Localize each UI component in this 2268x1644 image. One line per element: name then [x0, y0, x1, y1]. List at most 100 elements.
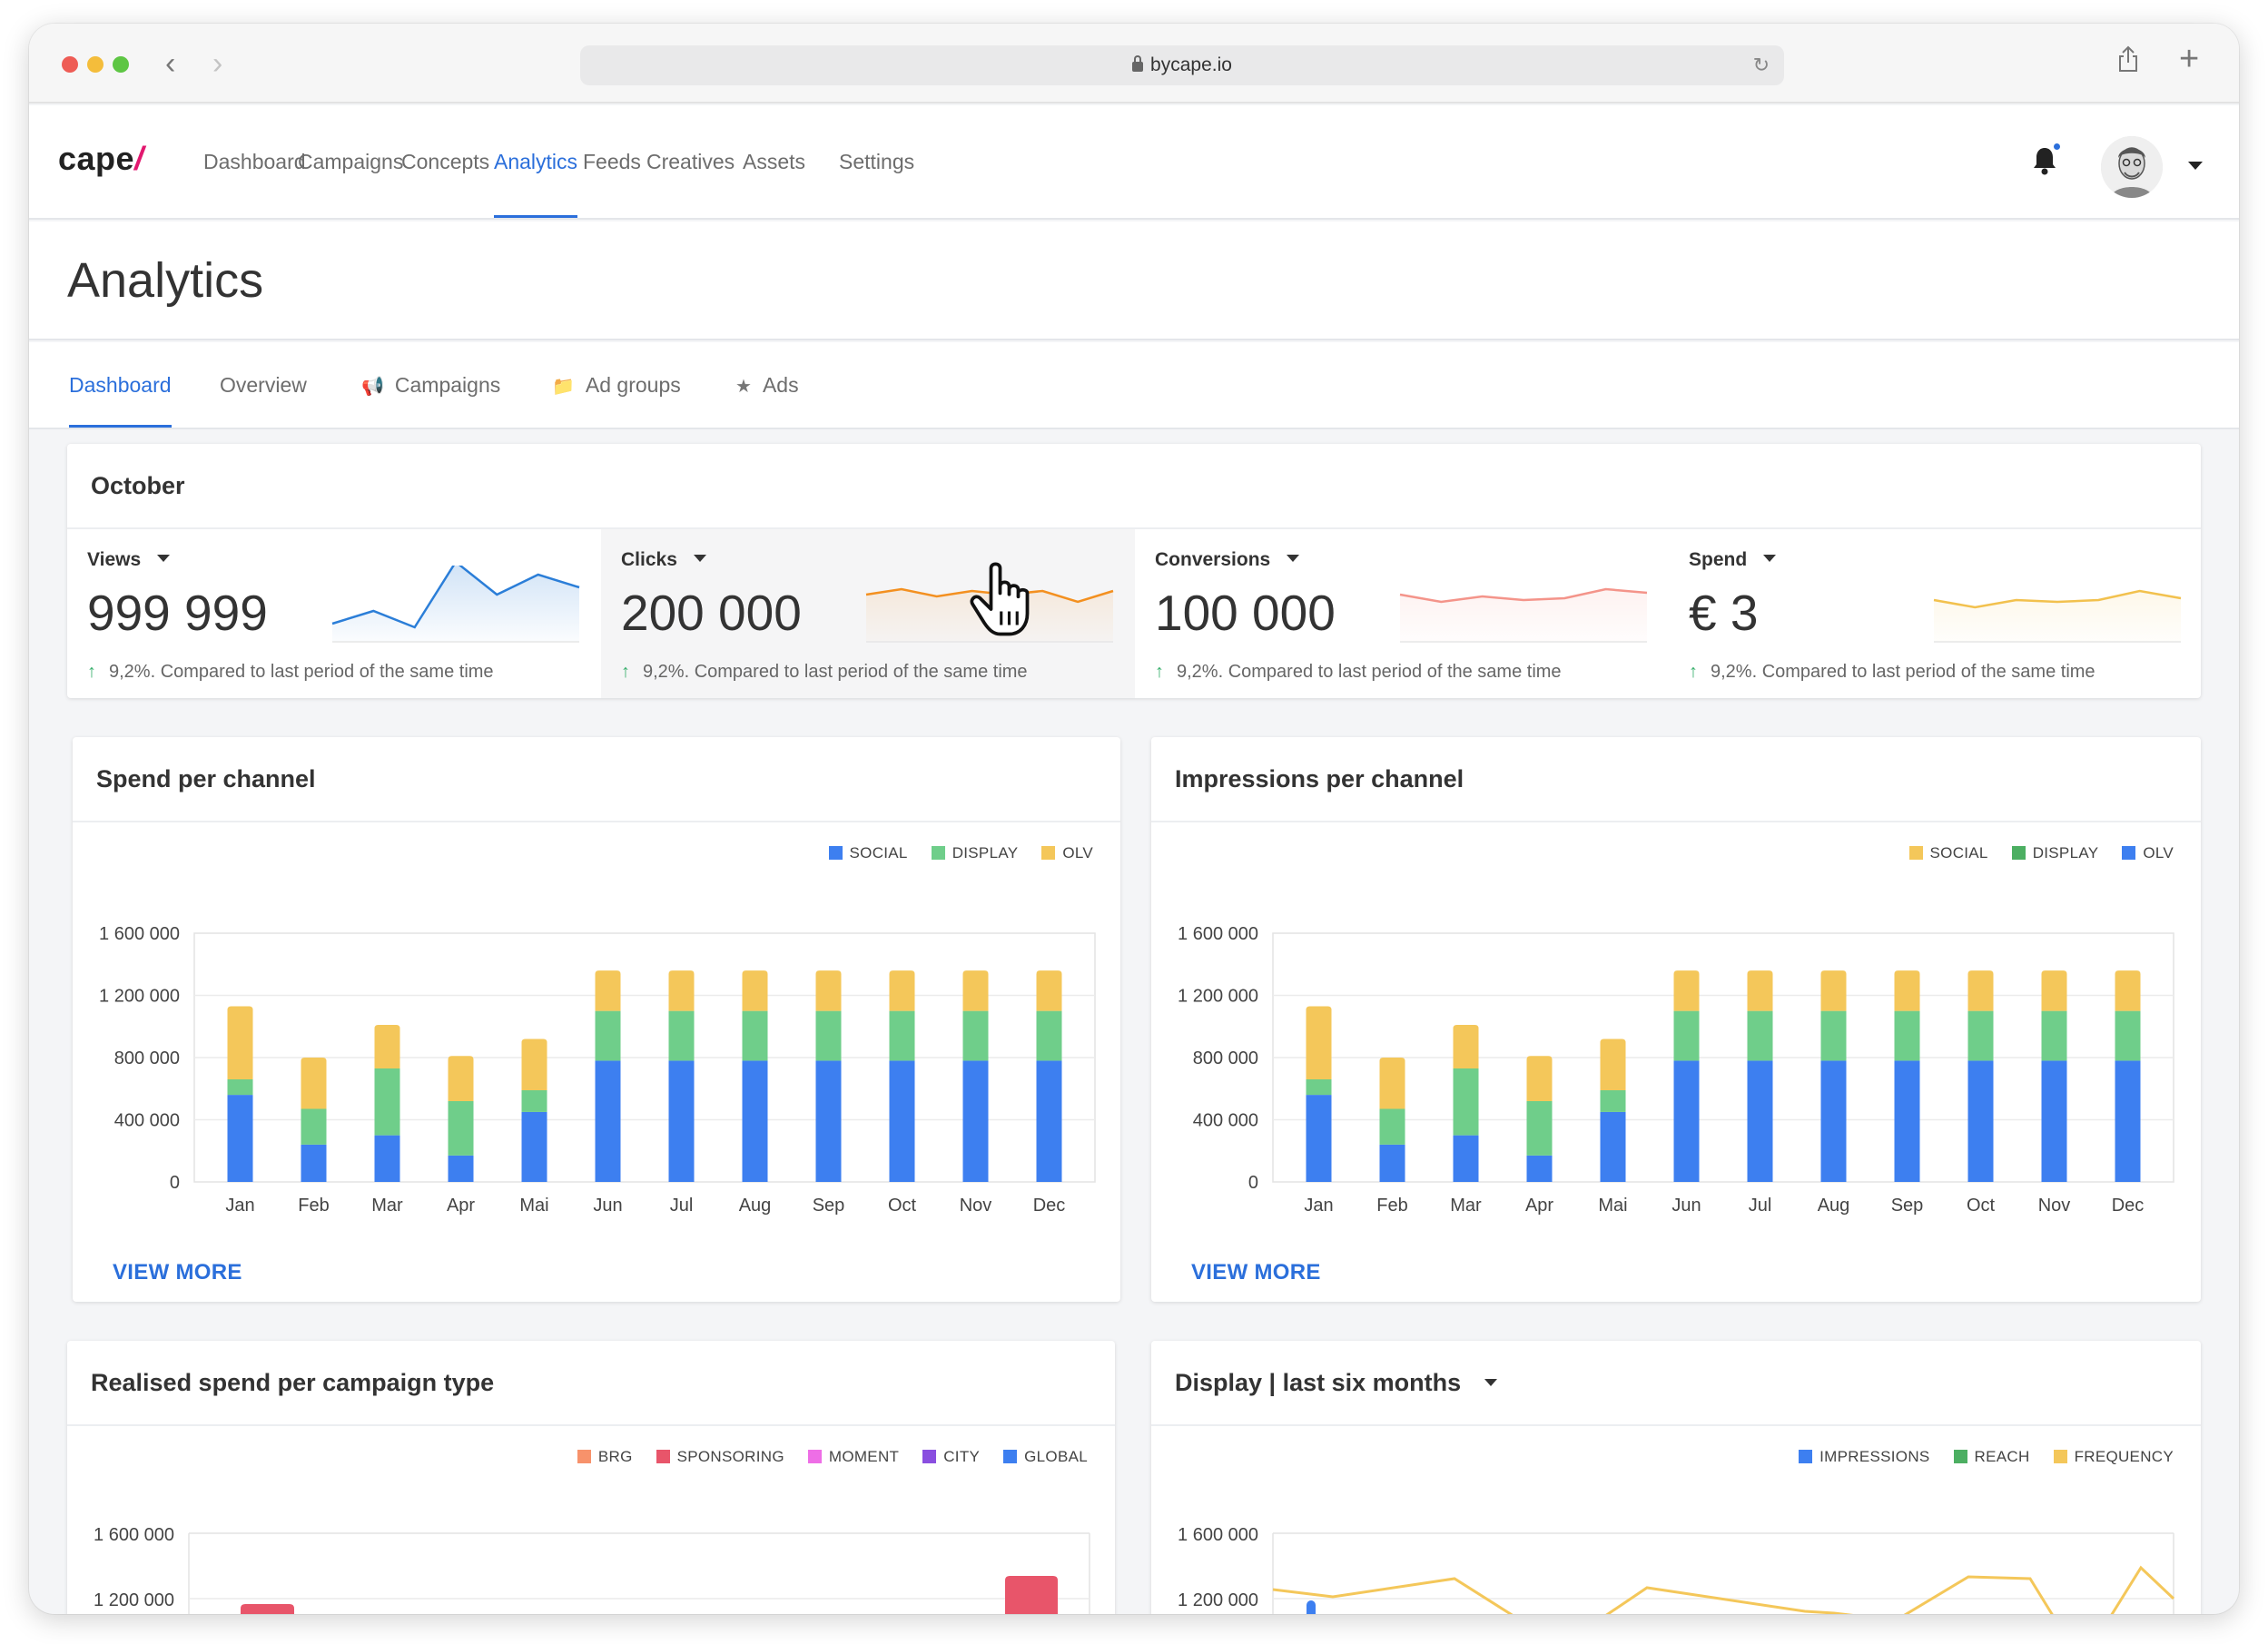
- bar-segment-display[interactable]: [227, 1078, 253, 1096]
- tab-campaigns[interactable]: 📢 Campaigns: [361, 373, 501, 397]
- tab-ad-groups[interactable]: 📁 Ad groups: [552, 373, 681, 397]
- bar-segment-display[interactable]: [521, 1089, 547, 1112]
- nav-assets[interactable]: Assets: [743, 150, 806, 173]
- kpi-dropdown[interactable]: Spend: [1689, 549, 1777, 571]
- bar-segment-display[interactable]: [742, 1010, 768, 1061]
- bar-segment-social[interactable]: [521, 1111, 547, 1182]
- bar-segment-social[interactable]: [2041, 970, 2067, 1011]
- bar-segment-social[interactable]: [815, 1060, 842, 1182]
- kpi-dropdown[interactable]: Views: [87, 549, 171, 571]
- back-arrow-icon[interactable]: ‹: [165, 46, 176, 81]
- bar-segment-display[interactable]: [668, 1010, 695, 1061]
- nav-feeds[interactable]: Feeds: [583, 150, 641, 173]
- nav-settings[interactable]: Settings: [839, 150, 915, 173]
- legend-item[interactable]: SOCIAL: [1908, 844, 1988, 862]
- bar-segment-display[interactable]: [815, 1010, 842, 1061]
- nav-dashboard[interactable]: Dashboard: [203, 150, 306, 173]
- bar-segment-display[interactable]: [1967, 1010, 1994, 1061]
- bar-segment-display[interactable]: [1526, 1100, 1553, 1156]
- bar-segment-olv[interactable]: [2115, 1060, 2141, 1182]
- bar-segment-display[interactable]: [1379, 1108, 1405, 1145]
- bar-segment-display[interactable]: [1306, 1078, 1332, 1096]
- address-bar[interactable]: bycape.io ↻: [580, 45, 1784, 85]
- bar-segment-olv[interactable]: [1894, 1060, 1920, 1182]
- bar-segment-social[interactable]: [227, 1095, 253, 1182]
- share-icon[interactable]: [2117, 45, 2139, 79]
- kpi-conversions[interactable]: Conversions 100 000 ↑ 9,2%. Compared to las…: [1135, 529, 1669, 698]
- legend-item[interactable]: GLOBAL: [1003, 1448, 1088, 1466]
- card-title[interactable]: Display | last six months: [1175, 1341, 1498, 1424]
- reload-icon[interactable]: ↻: [1752, 54, 1770, 76]
- nav-analytics[interactable]: Analytics: [494, 105, 578, 218]
- bar-segment-social[interactable]: [1379, 1058, 1405, 1109]
- bar-segment-display[interactable]: [2115, 1010, 2141, 1061]
- line-frequency[interactable]: [1272, 1565, 2175, 1614]
- bar-segment-display[interactable]: [1453, 1068, 1479, 1136]
- legend-item[interactable]: DISPLAY: [931, 844, 1019, 862]
- bar-segment-olv[interactable]: [1036, 970, 1062, 1011]
- nav-creatives[interactable]: Creatives: [646, 150, 735, 173]
- bar-segment-social[interactable]: [374, 1135, 400, 1182]
- kpi-dropdown[interactable]: Clicks: [621, 549, 706, 571]
- bar-segment-olv[interactable]: [1967, 1060, 1994, 1182]
- bar-segment-display[interactable]: [301, 1108, 327, 1145]
- bar-segment-social[interactable]: [1036, 1060, 1062, 1182]
- bar-segment-olv[interactable]: [374, 1025, 400, 1068]
- bar-segment-display[interactable]: [1036, 1010, 1062, 1061]
- notification-bell-icon[interactable]: [2032, 145, 2057, 176]
- bar-segment-olv[interactable]: [668, 970, 695, 1011]
- bar-segment-olv[interactable]: [1820, 1060, 1847, 1182]
- legend-item[interactable]: REACH: [1953, 1448, 2030, 1466]
- bar-segment-display[interactable]: [1747, 1010, 1773, 1061]
- bar-segment-display[interactable]: [889, 1010, 915, 1061]
- legend-item[interactable]: OLV: [2122, 844, 2174, 862]
- user-menu-caret-icon[interactable]: [2188, 162, 2203, 170]
- bar-segment-display[interactable]: [1820, 1010, 1847, 1061]
- bar-segment-olv[interactable]: [521, 1039, 547, 1090]
- bar-segment-social[interactable]: [962, 1060, 989, 1182]
- avatar[interactable]: [2101, 136, 2163, 198]
- bar-segment-olv[interactable]: [889, 970, 915, 1011]
- bar-segment-social[interactable]: [1967, 970, 1994, 1011]
- kpi-views[interactable]: Views 999 999 ↑ 9,2%. Compared to last peri…: [67, 529, 601, 698]
- bar-segment-olv[interactable]: [1747, 1060, 1773, 1182]
- bar-segment-social[interactable]: [448, 1155, 474, 1182]
- minimize-window-button[interactable]: [87, 56, 104, 73]
- bar-segment-social[interactable]: [1747, 970, 1773, 1011]
- chevron-down-icon[interactable]: [157, 555, 171, 563]
- legend-item[interactable]: SOCIAL: [828, 844, 908, 862]
- bar-segment-olv[interactable]: [1600, 1111, 1626, 1182]
- bar-segment-social[interactable]: [301, 1144, 327, 1182]
- bar-segment-olv[interactable]: [1453, 1135, 1479, 1182]
- kpi-clicks[interactable]: Clicks 200 000 ↑ 9,2%. Compared to last per…: [601, 529, 1135, 698]
- bar-segment-olv[interactable]: [227, 1006, 253, 1079]
- bar-segment-olv[interactable]: [2041, 1060, 2067, 1182]
- legend-item[interactable]: MOMENT: [807, 1448, 899, 1466]
- chevron-down-icon[interactable]: [693, 555, 706, 563]
- bar-segment-social[interactable]: [2115, 970, 2141, 1011]
- bar-segment-sponsoring[interactable]: [1005, 1576, 1058, 1614]
- bar-segment-sponsoring[interactable]: [241, 1604, 294, 1614]
- bar-segment-social[interactable]: [1673, 970, 1700, 1011]
- legend-item[interactable]: OLV: [1041, 844, 1093, 862]
- bar-segment-olv[interactable]: [595, 970, 621, 1011]
- chevron-down-icon[interactable]: [1287, 555, 1300, 563]
- maximize-window-button[interactable]: [113, 56, 129, 73]
- legend-item[interactable]: DISPLAY: [2011, 844, 2099, 862]
- tab-ads[interactable]: ★ Ads: [735, 373, 799, 397]
- bar-segment-display[interactable]: [2041, 1010, 2067, 1061]
- bar-segment-display[interactable]: [448, 1100, 474, 1156]
- bar-segment-olv[interactable]: [742, 970, 768, 1011]
- bar-segment-social[interactable]: [1526, 1056, 1553, 1101]
- nav-concepts[interactable]: Concepts: [401, 150, 490, 173]
- bar-segment-olv[interactable]: [1379, 1144, 1405, 1182]
- legend-item[interactable]: FREQUENCY: [2053, 1448, 2174, 1466]
- view-more-link[interactable]: VIEW MORE: [113, 1260, 242, 1285]
- bar-segment-social[interactable]: [668, 1060, 695, 1182]
- bar-segment-social[interactable]: [595, 1060, 621, 1182]
- kpi-dropdown[interactable]: Conversions: [1155, 549, 1300, 571]
- bar-segment-olv[interactable]: [301, 1058, 327, 1109]
- bar-segment-display[interactable]: [962, 1010, 989, 1061]
- bar-segment-display[interactable]: [1894, 1010, 1920, 1061]
- legend-item[interactable]: IMPRESSIONS: [1799, 1448, 1929, 1466]
